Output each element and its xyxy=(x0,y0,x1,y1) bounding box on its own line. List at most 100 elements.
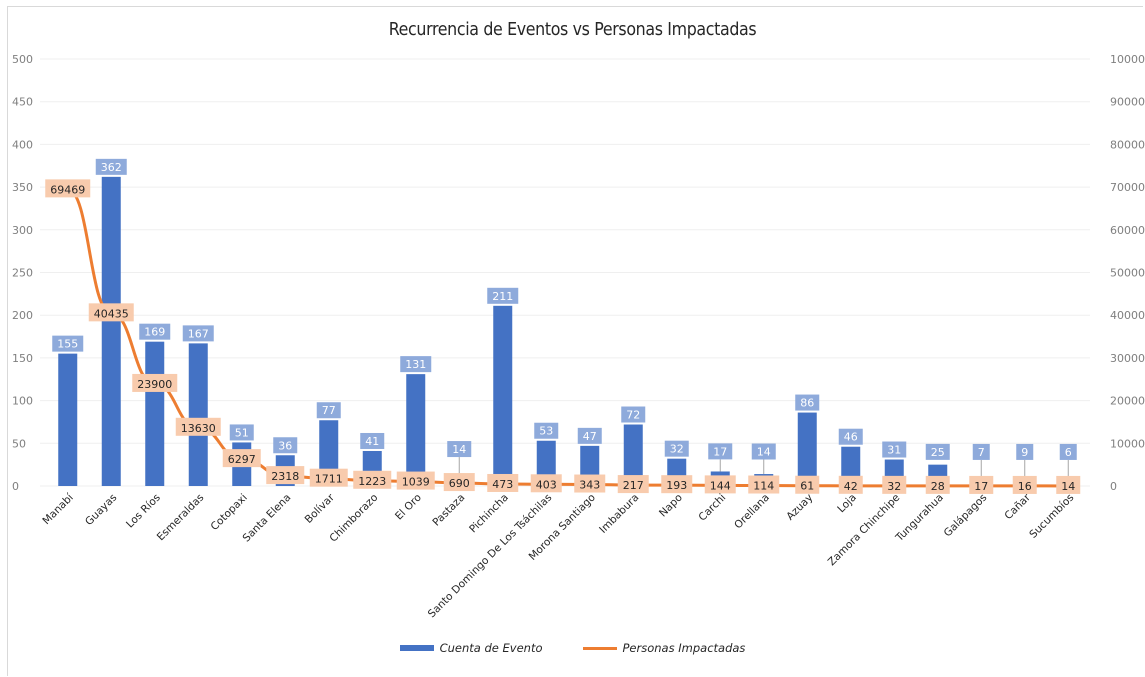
line-label-bg xyxy=(925,475,950,494)
legend-swatch-bar xyxy=(399,645,434,651)
y-right-tick-label: 10000 xyxy=(1110,437,1145,450)
y-left-tick-label: 100 xyxy=(12,395,33,408)
bar xyxy=(406,374,426,486)
line-data-label: 32 xyxy=(887,480,901,493)
y-right-tick-label: 100000 xyxy=(1110,53,1145,66)
bar-label-bg xyxy=(400,356,432,373)
bar-label-bg xyxy=(1016,443,1034,460)
x-tick-label: Napo xyxy=(657,492,685,520)
bar-data-label: 41 xyxy=(365,435,379,448)
bar-data-label: 6 xyxy=(1065,446,1072,459)
line-label-bg xyxy=(795,475,820,494)
line-label-bg xyxy=(443,473,475,492)
line-label-bg xyxy=(175,417,221,436)
x-tick-label: Loja xyxy=(835,492,859,516)
y-right-tick-label: 0 xyxy=(1110,480,1117,493)
y-left-tick-label: 200 xyxy=(12,309,33,322)
line-label-bg xyxy=(748,475,780,494)
y-right-tick-label: 90000 xyxy=(1110,96,1145,109)
bar-label-bg xyxy=(534,422,559,439)
line-data-label: 61 xyxy=(800,480,814,493)
line-data-label: 40435 xyxy=(94,307,129,320)
bar-label-bg xyxy=(621,406,646,423)
y-left-tick-label: 50 xyxy=(12,437,26,450)
y-right-tick-label: 70000 xyxy=(1110,181,1145,194)
y-left-tick-label: 0 xyxy=(12,480,19,493)
legend-item-line[interactable]: Personas Impactadas xyxy=(582,641,746,655)
y-left-tick-label: 500 xyxy=(12,53,33,66)
line-label-bg xyxy=(882,475,907,494)
bar-data-label: 155 xyxy=(57,338,78,351)
line-label-bg xyxy=(704,475,736,494)
line-data-label: 690 xyxy=(449,477,470,490)
bar-data-label: 167 xyxy=(188,327,209,340)
line-label-bg xyxy=(45,179,91,198)
line-label-bg xyxy=(969,475,994,494)
bar-data-label: 77 xyxy=(322,404,336,417)
bar-label-bg xyxy=(838,428,863,445)
line-data-label: 28 xyxy=(931,480,945,493)
bar-label-bg xyxy=(273,437,298,454)
x-tick-label: Pichincha xyxy=(467,492,511,536)
line-label-bg xyxy=(487,473,519,492)
line-data-label: 193 xyxy=(666,479,687,492)
line-data-label: 473 xyxy=(492,478,513,491)
bar xyxy=(623,424,643,486)
bar-data-label: 72 xyxy=(626,409,640,422)
line-data-label: 14 xyxy=(1061,480,1075,493)
legend-label-bar: Cuenta de Evento xyxy=(439,641,543,655)
bar-label-bg xyxy=(925,443,950,460)
x-tick-label: Guayas xyxy=(83,492,119,528)
y-left-tick-label: 350 xyxy=(12,181,33,194)
bar-data-label: 47 xyxy=(583,430,597,443)
bar-label-bg xyxy=(708,443,733,460)
bar-label-bg xyxy=(882,441,907,458)
y-left-tick-label: 450 xyxy=(12,96,33,109)
bar-data-label: 46 xyxy=(844,431,858,444)
line-label-bg xyxy=(1056,475,1081,494)
x-tick-label: El Oro xyxy=(393,492,424,523)
line-data-label: 114 xyxy=(753,480,774,493)
x-tick-label: Manabí xyxy=(40,491,76,527)
bar-data-label: 14 xyxy=(757,446,771,459)
bar-label-bg xyxy=(1059,443,1077,460)
x-tick-label: Cañar xyxy=(1002,491,1033,522)
line-data-label: 23900 xyxy=(137,378,172,391)
y-left-tick-label: 400 xyxy=(12,138,33,151)
bar-label-bg xyxy=(487,287,519,304)
line-label-bg xyxy=(396,471,435,490)
line-data-label: 17 xyxy=(974,480,988,493)
y-left-tick-label: 250 xyxy=(12,267,33,280)
legend-label-line: Personas Impactadas xyxy=(622,641,746,655)
y-right-tick-label: 60000 xyxy=(1110,224,1145,237)
line-data-label: 217 xyxy=(623,479,644,492)
bar-label-bg xyxy=(447,441,472,458)
bar-label-bg xyxy=(182,325,214,342)
bar-label-bg xyxy=(664,440,689,457)
line-label-bg xyxy=(838,475,863,494)
line-data-label: 403 xyxy=(536,478,557,491)
bar-data-label: 9 xyxy=(1021,446,1028,459)
y-left-tick-label: 300 xyxy=(12,224,33,237)
bar-data-label: 7 xyxy=(978,446,985,459)
bar-data-label: 32 xyxy=(670,443,684,456)
bar-data-label: 169 xyxy=(144,326,165,339)
legend-item-bar[interactable]: Cuenta de Evento xyxy=(399,641,543,655)
line-label-bg xyxy=(617,475,649,494)
bar-label-bg xyxy=(139,323,171,340)
bar-label-bg xyxy=(316,402,341,419)
bar-data-label: 86 xyxy=(800,397,814,410)
chart-title: Recurrencia de Eventos vs Personas Impac… xyxy=(388,19,757,40)
bar-label-bg xyxy=(52,335,84,352)
line-data-label: 6297 xyxy=(228,453,256,466)
x-tick-label: Los Ríos xyxy=(124,492,163,531)
bar-label-bg xyxy=(360,432,385,449)
bar-label-bg xyxy=(795,394,820,411)
line-data-label: 42 xyxy=(844,480,858,493)
line-label-bg xyxy=(132,373,178,392)
line-label-bg xyxy=(661,475,693,494)
x-tick-label: Cotopaxi xyxy=(208,492,249,533)
x-tick-label: Bolívar xyxy=(303,491,338,526)
bar xyxy=(145,341,165,486)
x-tick-label: Imbabura xyxy=(597,492,641,536)
